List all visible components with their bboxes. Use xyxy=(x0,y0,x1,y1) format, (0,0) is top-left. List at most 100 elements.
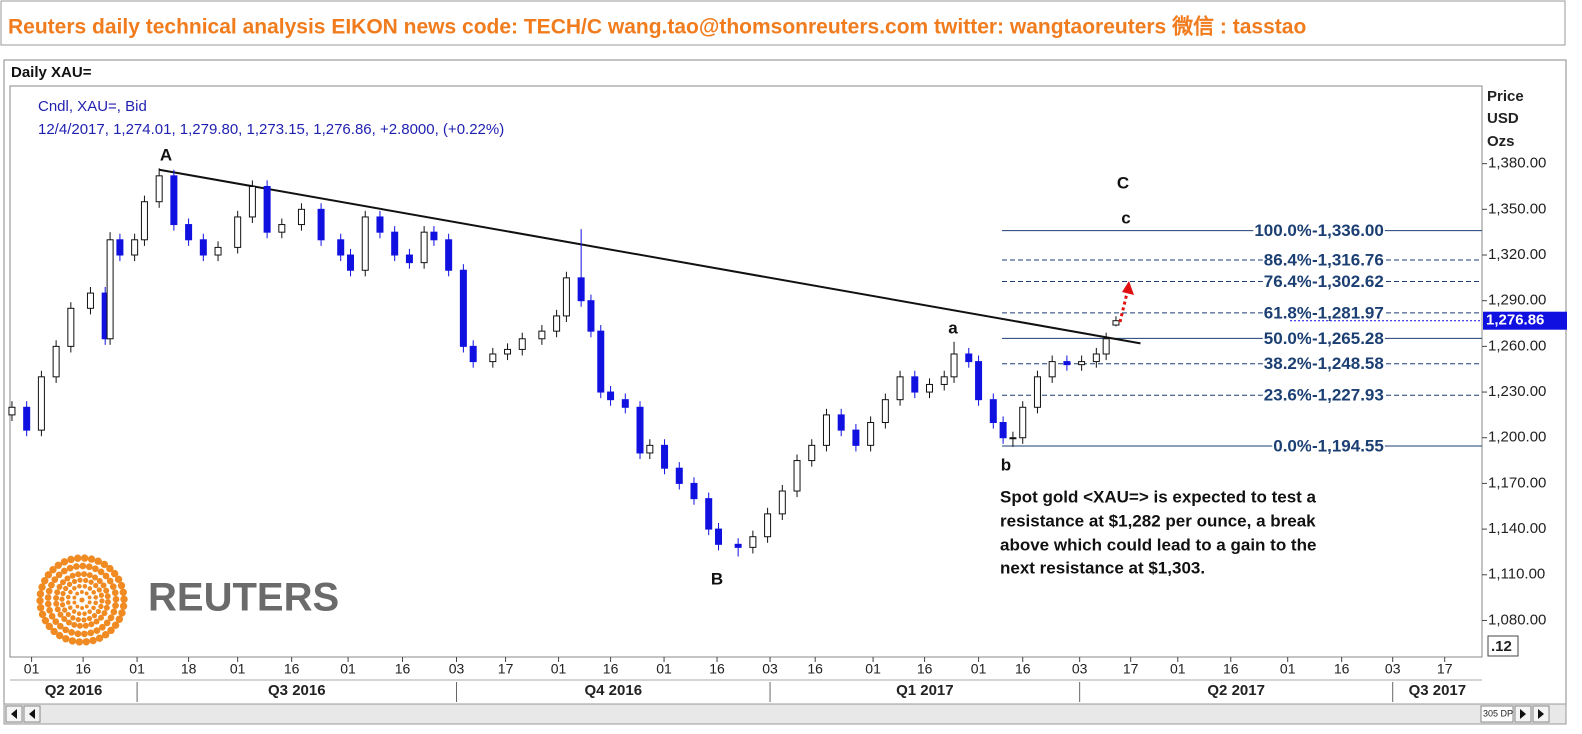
candle-body xyxy=(52,345,60,378)
x-tick-label: 01 xyxy=(129,661,145,677)
fib-label-bg xyxy=(1262,387,1313,404)
arrow-icon xyxy=(29,709,35,719)
logo-dot xyxy=(88,579,94,585)
candle-body xyxy=(705,498,713,530)
comment-line: above which could lead to a gain to the xyxy=(1000,535,1316,554)
candle-body xyxy=(749,536,757,548)
fib-ratio: 23.6% xyxy=(1264,386,1312,405)
logo-dot xyxy=(86,572,93,579)
candle-body xyxy=(155,175,163,203)
logo-dot xyxy=(83,577,89,583)
x-tick-label: 16 xyxy=(1223,661,1239,677)
chart-title: Daily XAU= xyxy=(11,64,92,81)
logo-dot xyxy=(98,614,105,621)
logo-dot xyxy=(80,606,85,610)
logo-dot xyxy=(110,569,119,578)
logo-dot xyxy=(87,555,96,563)
fib-label-bg xyxy=(1262,273,1313,290)
arrow-icon xyxy=(11,709,17,719)
candle-body xyxy=(607,391,615,401)
fib-label-bg xyxy=(1311,304,1385,321)
logo-dot xyxy=(81,571,88,578)
candle-body xyxy=(469,345,477,363)
logo-dot xyxy=(55,571,63,579)
logo-dot xyxy=(91,605,96,611)
logo-dot xyxy=(65,600,71,605)
quarter-label: Q4 2016 xyxy=(585,682,643,699)
quarter-label: Q2 2017 xyxy=(1207,682,1265,699)
fib-label-bg xyxy=(1311,330,1385,347)
plot-frame xyxy=(9,85,1483,658)
candle-body xyxy=(965,353,973,363)
logo-dot xyxy=(56,583,63,590)
candle-body xyxy=(1009,437,1017,440)
logo-dot xyxy=(44,571,53,579)
fib-ratio: 61.8% xyxy=(1264,303,1312,322)
candle-body xyxy=(975,361,983,401)
scrollbar[interactable] xyxy=(3,703,1567,725)
logo-dot xyxy=(111,621,120,629)
logo-dot xyxy=(117,581,126,590)
logo-dot xyxy=(40,577,49,585)
logo-dot xyxy=(93,627,101,634)
logo-dot xyxy=(87,609,92,615)
corner-box-label: .12 xyxy=(1491,638,1512,655)
logo-dot xyxy=(60,567,68,575)
fib-ratio: 100.0% xyxy=(1254,221,1312,240)
logo-dot xyxy=(97,568,105,576)
projection-arrow-head xyxy=(1122,281,1134,295)
logo-dot xyxy=(77,583,82,589)
candle-body xyxy=(361,216,369,271)
logo-dot xyxy=(81,630,88,638)
logo-dot xyxy=(68,629,75,636)
logo-dot xyxy=(76,611,82,617)
x-tick-label: 16 xyxy=(603,661,619,677)
candle-body xyxy=(347,254,355,271)
logo-dot xyxy=(76,622,83,629)
x-tick-label: 16 xyxy=(395,661,411,677)
logo-dot xyxy=(106,564,114,573)
candle-body xyxy=(23,406,31,431)
logo-dot xyxy=(82,611,87,617)
logo-dot xyxy=(62,635,70,643)
info-line: 12/4/2017, 1,274.01, 1,279.80, 1,273.15,… xyxy=(38,121,504,138)
candle-body xyxy=(538,330,546,340)
logo-dot xyxy=(36,597,44,605)
candle-body xyxy=(1092,353,1100,363)
candle-body xyxy=(793,460,801,492)
logo-dot xyxy=(93,582,99,589)
logo-dot xyxy=(101,631,110,639)
zoom-box[interactable] xyxy=(1480,705,1514,723)
candle-body xyxy=(430,231,438,241)
logo-dot xyxy=(114,575,123,584)
logo-dot xyxy=(38,583,46,591)
fib-label-bg xyxy=(1311,273,1385,290)
logo-dot xyxy=(86,615,93,622)
candle-body xyxy=(734,543,742,548)
logo-text: REUTERS xyxy=(148,576,339,620)
logo-dot xyxy=(100,560,109,569)
candle-body xyxy=(445,239,453,271)
candle-body xyxy=(459,269,467,347)
logo-dot xyxy=(106,577,114,585)
x-tick-label: 01 xyxy=(551,661,567,677)
logo-dot xyxy=(107,614,115,622)
candle-body xyxy=(518,338,526,350)
candle-body xyxy=(1063,361,1071,366)
candle-body xyxy=(1033,376,1041,408)
logo-dot xyxy=(79,562,87,570)
candle-body xyxy=(881,399,889,424)
logo-dot xyxy=(51,576,59,583)
x-tick-label: 16 xyxy=(807,661,823,677)
x-tick-label: 03 xyxy=(762,661,778,677)
logo-dot xyxy=(115,615,124,623)
logo-dot xyxy=(87,586,93,591)
y-tick-label: 1,290.00 xyxy=(1488,292,1546,309)
logo-dot xyxy=(99,598,105,604)
logo-dot xyxy=(81,617,87,623)
fib-price: -1,265.28 xyxy=(1312,329,1384,348)
x-tick-label: 18 xyxy=(181,661,197,677)
candle-body xyxy=(263,185,271,233)
candle-body xyxy=(199,239,207,256)
x-tick-label: 01 xyxy=(1280,661,1296,677)
